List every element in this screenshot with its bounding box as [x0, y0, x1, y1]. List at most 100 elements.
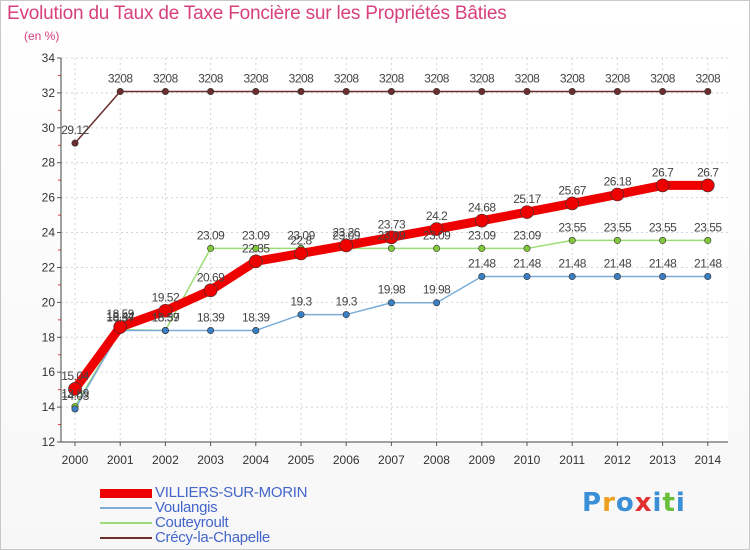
- legend-swatch-couteyroult: [100, 522, 152, 524]
- y-tick-label: 18: [42, 330, 56, 344]
- data-point-cr-cy-la-chapelle: [71, 139, 79, 147]
- data-label-villiers-sur-morin: 15.04: [61, 369, 89, 383]
- x-tick-label: 2008: [423, 453, 450, 467]
- data-point-couteyroult: [252, 244, 260, 252]
- data-point-villiers-sur-morin: [655, 178, 670, 193]
- data-label-couteyroult: 23.55: [558, 220, 586, 234]
- data-point-couteyroult: [478, 244, 486, 252]
- data-label-cr-cy-la-chapelle: 3208: [650, 72, 676, 86]
- proxiti-logo: Proxiti: [582, 488, 686, 518]
- data-point-voulangis: [704, 273, 712, 281]
- legend-label-crecy: Crécy-la-Chapelle: [155, 529, 270, 546]
- y-tick-label: 32: [42, 86, 56, 100]
- logo-letter: o: [615, 488, 635, 518]
- data-point-villiers-sur-morin: [610, 187, 625, 202]
- data-point-voulangis: [433, 299, 441, 307]
- data-label-cr-cy-la-chapelle: 3208: [695, 72, 721, 86]
- data-point-cr-cy-la-chapelle: [116, 88, 124, 96]
- data-point-voulangis: [568, 273, 576, 281]
- data-point-couteyroult: [704, 236, 712, 244]
- data-point-voulangis: [478, 273, 486, 281]
- data-label-cr-cy-la-chapelle: 3208: [334, 72, 360, 86]
- data-point-cr-cy-la-chapelle: [252, 88, 260, 96]
- data-label-couteyroult: 23.09: [287, 228, 315, 242]
- data-point-voulangis: [387, 299, 395, 307]
- data-point-voulangis: [613, 273, 621, 281]
- data-point-cr-cy-la-chapelle: [613, 88, 621, 96]
- chart-title: Evolution du Taux de Taxe Foncière sur l…: [7, 3, 507, 24]
- data-label-voulangis: 14.03: [61, 389, 89, 403]
- data-point-villiers-sur-morin: [113, 320, 127, 334]
- legend-label-couteyroult: Couteyroult: [155, 514, 229, 531]
- data-label-cr-cy-la-chapelle: 3208: [379, 72, 405, 86]
- data-point-cr-cy-la-chapelle: [387, 88, 395, 96]
- legend-swatch-voulangis: [100, 507, 152, 509]
- data-label-voulangis: 21.48: [468, 257, 496, 271]
- data-point-couteyroult: [207, 244, 215, 252]
- data-point-cr-cy-la-chapelle: [297, 88, 305, 96]
- x-tick-label: 2003: [197, 453, 224, 467]
- data-label-villiers-sur-morin: 24.68: [468, 201, 496, 215]
- legend-swatch-villiers: [100, 489, 152, 498]
- y-tick-label: 30: [42, 121, 56, 135]
- data-label-couteyroult: 18.44: [106, 310, 134, 324]
- data-point-voulangis: [207, 326, 215, 334]
- data-label-voulangis: 21.48: [694, 257, 722, 271]
- data-label-voulangis: 18.57: [106, 310, 134, 324]
- data-point-villiers-sur-morin: [565, 196, 580, 211]
- data-point-couteyroult: [523, 244, 531, 252]
- data-point-voulangis: [161, 326, 169, 334]
- data-point-cr-cy-la-chapelle: [568, 88, 576, 96]
- x-tick-label: 2002: [152, 453, 179, 467]
- data-label-couteyroult: 23.09: [513, 228, 541, 242]
- logo-letter: r: [602, 488, 616, 518]
- data-label-couteyroult: 13.89: [61, 387, 89, 401]
- data-point-couteyroult: [387, 244, 395, 252]
- data-label-voulangis: 18.39: [242, 310, 270, 324]
- data-label-couteyroult: 23.55: [604, 220, 632, 234]
- data-label-villiers-sur-morin: 26.7: [652, 165, 674, 179]
- data-label-voulangis: 19.3: [290, 295, 312, 309]
- data-point-voulangis: [71, 405, 79, 413]
- data-label-villiers-sur-morin: 23.26: [332, 225, 360, 239]
- data-point-cr-cy-la-chapelle: [523, 88, 531, 96]
- data-label-cr-cy-la-chapelle: 3208: [469, 72, 495, 86]
- x-tick-label: 2006: [333, 453, 360, 467]
- data-label-cr-cy-la-chapelle: 3208: [243, 72, 269, 86]
- x-tick-label: 2011: [559, 453, 585, 467]
- data-label-voulangis: 19.98: [378, 283, 406, 297]
- data-label-cr-cy-la-chapelle: 29.12: [61, 123, 89, 137]
- chart-subtitle: (en %): [24, 29, 60, 43]
- y-tick-label: 16: [42, 365, 56, 379]
- data-point-couteyroult: [568, 236, 576, 244]
- x-tick-label: 2009: [468, 453, 495, 467]
- data-label-couteyroult: 23.55: [649, 220, 677, 234]
- data-label-couteyroult: 18.39: [152, 310, 180, 324]
- data-label-couteyroult: 23.09: [468, 228, 496, 242]
- data-label-voulangis: 21.48: [649, 257, 677, 271]
- data-point-villiers-sur-morin: [384, 230, 399, 245]
- x-tick-label: 2012: [604, 453, 631, 467]
- x-tick-label: 2010: [514, 453, 541, 467]
- data-label-couteyroult: 23.09: [242, 228, 270, 242]
- data-label-voulangis: 18.39: [197, 310, 225, 324]
- data-label-couteyroult: 23.09: [378, 228, 406, 242]
- data-label-villiers-sur-morin: 26.18: [604, 174, 632, 188]
- data-label-villiers-sur-morin: 25.67: [558, 183, 586, 197]
- y-tick-label: 12: [42, 435, 56, 449]
- data-label-couteyroult: 23.09: [423, 228, 451, 242]
- data-label-cr-cy-la-chapelle: 3208: [108, 72, 134, 86]
- data-label-villiers-sur-morin: 26.7: [697, 165, 719, 179]
- data-label-voulangis: 19.3: [336, 295, 358, 309]
- x-tick-label: 2005: [288, 453, 315, 467]
- data-label-cr-cy-la-chapelle: 3208: [560, 72, 586, 86]
- data-point-villiers-sur-morin: [700, 178, 715, 193]
- data-label-cr-cy-la-chapelle: 3208: [153, 72, 179, 86]
- data-label-cr-cy-la-chapelle: 3208: [515, 72, 541, 86]
- data-label-voulangis: 21.48: [604, 257, 632, 271]
- data-label-cr-cy-la-chapelle: 3208: [198, 72, 224, 86]
- data-label-voulangis: 21.48: [558, 257, 586, 271]
- data-label-voulangis: 19.98: [423, 283, 451, 297]
- logo-letter: i: [675, 488, 686, 518]
